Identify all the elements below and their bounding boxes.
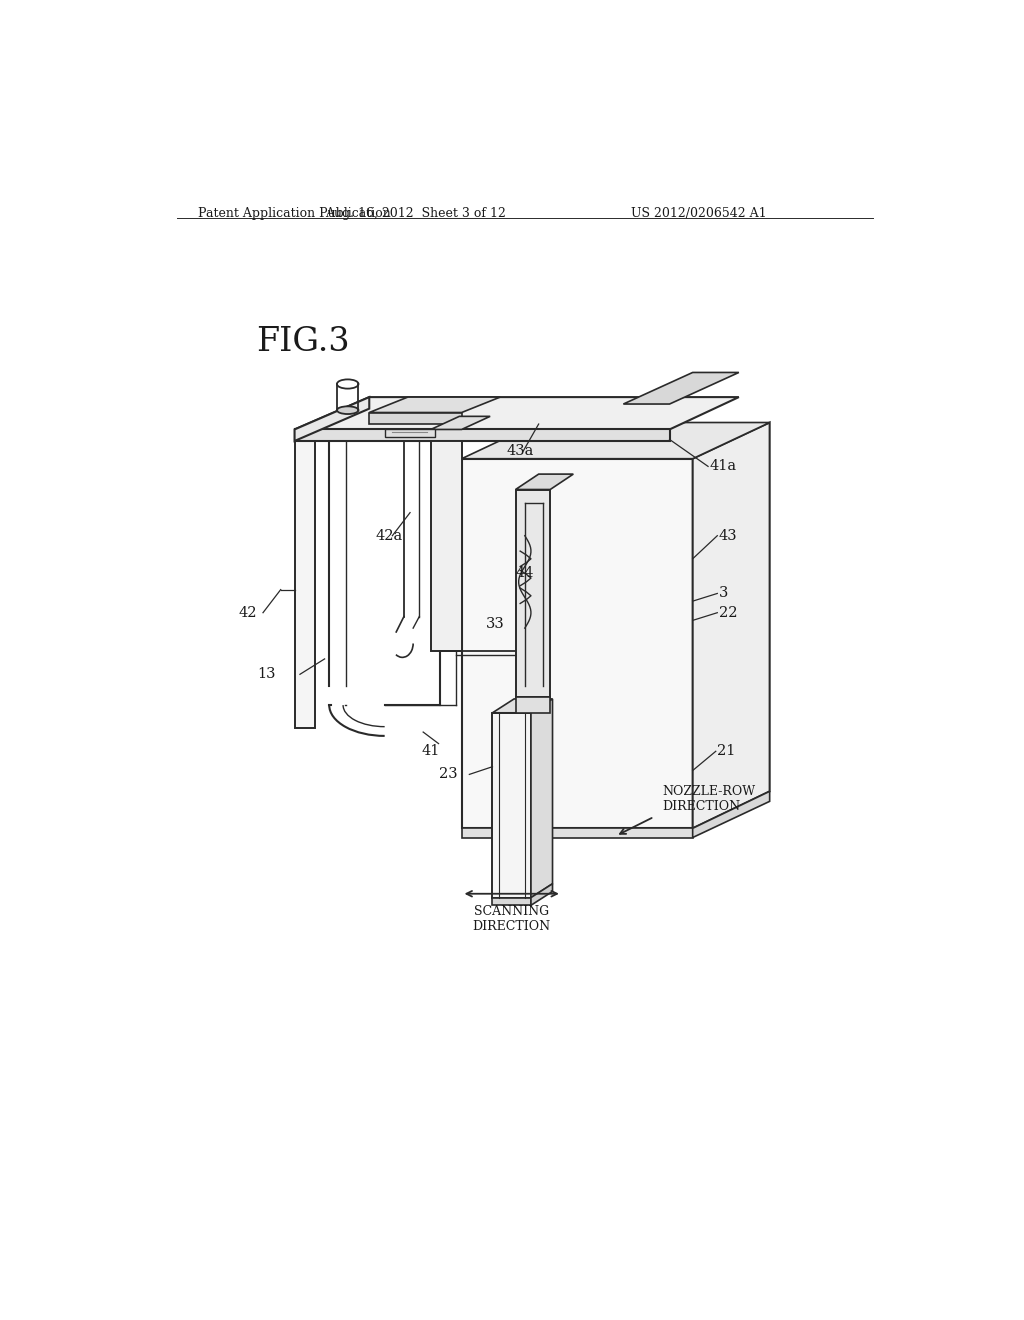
Polygon shape [462, 829, 692, 838]
Text: 44: 44 [515, 566, 535, 579]
Polygon shape [515, 490, 550, 697]
Polygon shape [295, 397, 739, 429]
Polygon shape [295, 397, 370, 441]
Polygon shape [692, 422, 770, 829]
Text: 41a: 41a [710, 459, 736, 474]
Text: 42a: 42a [376, 529, 402, 543]
Polygon shape [431, 416, 490, 429]
Polygon shape [493, 700, 553, 713]
Polygon shape [692, 792, 770, 838]
Polygon shape [462, 459, 692, 829]
Polygon shape [624, 372, 739, 404]
Polygon shape [370, 412, 462, 424]
Text: 43a: 43a [506, 444, 534, 458]
Polygon shape [493, 713, 531, 898]
Polygon shape [531, 700, 553, 898]
Polygon shape [370, 397, 500, 412]
Text: 22: 22 [719, 606, 737, 619]
Polygon shape [493, 898, 531, 906]
Text: US 2012/0206542 A1: US 2012/0206542 A1 [631, 207, 767, 220]
Text: 42: 42 [239, 606, 257, 619]
Polygon shape [531, 884, 553, 906]
Polygon shape [295, 441, 315, 729]
Polygon shape [515, 474, 573, 490]
Ellipse shape [337, 407, 358, 414]
Text: NOZZLE-ROW
DIRECTION: NOZZLE-ROW DIRECTION [662, 785, 755, 813]
Polygon shape [385, 429, 435, 437]
Polygon shape [515, 697, 550, 713]
Text: 13: 13 [258, 668, 276, 681]
Text: 21: 21 [717, 744, 735, 758]
Polygon shape [462, 422, 770, 459]
Polygon shape [295, 429, 670, 441]
Ellipse shape [337, 379, 358, 388]
Text: Patent Application Publication: Patent Application Publication [199, 207, 391, 220]
Text: 43: 43 [719, 529, 737, 543]
Text: 23: 23 [438, 767, 457, 781]
Text: 3: 3 [719, 586, 728, 601]
Text: FIG.3: FIG.3 [256, 326, 349, 358]
Text: Aug. 16, 2012  Sheet 3 of 12: Aug. 16, 2012 Sheet 3 of 12 [325, 207, 506, 220]
Text: 33: 33 [486, 618, 505, 631]
Text: SCANNING
DIRECTION: SCANNING DIRECTION [473, 906, 551, 933]
Polygon shape [431, 441, 462, 651]
Text: 41: 41 [422, 744, 440, 758]
